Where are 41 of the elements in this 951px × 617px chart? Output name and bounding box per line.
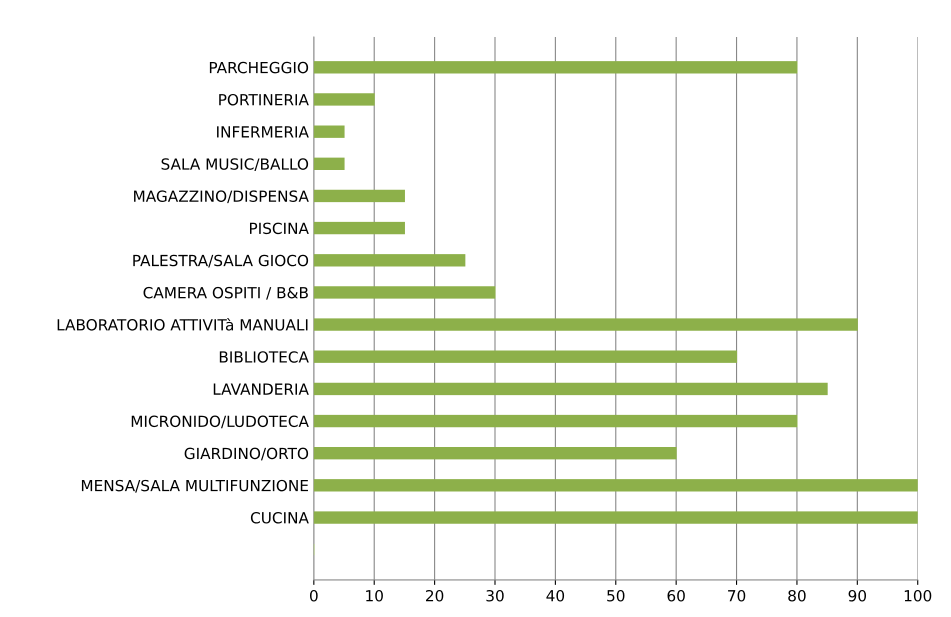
bar: [314, 414, 798, 428]
x-tick-label: 40: [546, 590, 564, 602]
bar: [314, 254, 466, 266]
bar: [314, 447, 677, 460]
y-tick-label: CUCINA: [250, 512, 309, 524]
bar: [314, 222, 405, 234]
y-tick-label: LABORATORIO ATTIVITà MANUALI: [58, 318, 308, 331]
x-tick-label: 50: [607, 590, 624, 602]
bar: [314, 350, 738, 363]
y-tick-label: CAMERA OSPITI / B&B: [144, 286, 308, 300]
bar: [314, 125, 345, 138]
x-tick-label: 80: [788, 590, 806, 602]
y-tick-label: INFERMERIA: [217, 126, 309, 138]
x-tick-label: 100: [904, 590, 932, 602]
bar: [314, 93, 375, 106]
x-tick-label: 0: [310, 590, 318, 602]
x-tick-label: 10: [366, 590, 383, 602]
bar: [314, 158, 345, 170]
y-tick-label: GIARDINO/ORTO: [184, 448, 308, 460]
bar: [314, 511, 918, 524]
y-tick-label: PISCINA: [250, 222, 309, 234]
x-tick-label: 90: [848, 590, 866, 602]
y-tick-label: PARCHEGGIO: [210, 62, 308, 74]
y-tick-label: MICRONIDO/LUDOTECA: [132, 416, 309, 428]
x-tick-label: 30: [486, 590, 504, 602]
bar: [314, 190, 405, 202]
bar: [314, 286, 496, 299]
x-tick-label: 70: [728, 590, 746, 602]
x-tick-label: 60: [668, 590, 685, 602]
bar: [314, 479, 918, 492]
y-tick-label: LAVANDERIA: [214, 384, 309, 395]
y-tick-label: SALA MUSIC/BALLO: [162, 158, 308, 172]
y-tick-label: PALESTRA/SALA GIOCO: [133, 254, 308, 268]
y-tick-label: PORTINERIA: [219, 94, 309, 106]
bar: [314, 61, 798, 74]
x-tick-label: 20: [426, 590, 444, 602]
y-tick-label: BIBLIOTECA: [220, 351, 309, 363]
y-tick-label: MENSA/SALA MULTIFUNZIONE: [82, 480, 308, 493]
y-tick-label: MAGAZZINO/DISPENSA: [134, 190, 309, 204]
bar: [314, 318, 858, 331]
bar: [314, 382, 828, 396]
